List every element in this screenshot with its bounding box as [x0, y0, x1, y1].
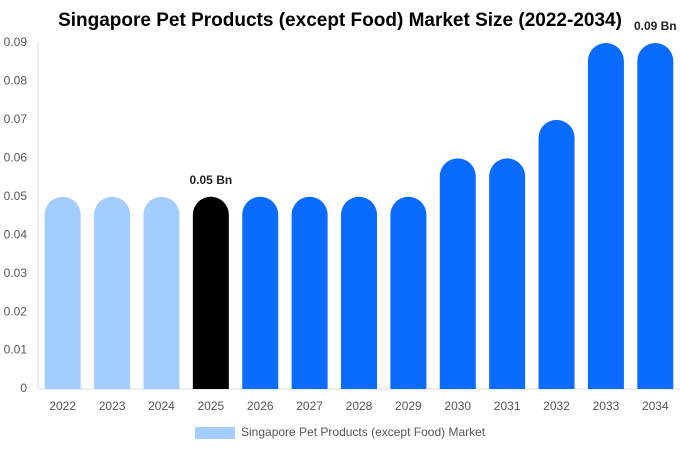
legend-label: Singapore Pet Products (except Food) Mar…	[241, 425, 486, 439]
y-tick-label: 0.08	[4, 74, 28, 88]
x-tick-label: 2022	[49, 399, 76, 413]
y-tick-label: 0.01	[4, 343, 28, 357]
legend-swatch	[195, 427, 235, 439]
x-tick-label: 2034	[642, 399, 669, 413]
bar	[44, 196, 81, 389]
bar	[143, 196, 180, 389]
bar	[489, 158, 526, 389]
x-tick-label: 2027	[296, 399, 323, 413]
y-tick-label: 0.03	[4, 266, 28, 280]
x-tick-label: 2033	[593, 399, 620, 413]
x-tick-label: 2029	[395, 399, 422, 413]
x-tick-label: 2030	[444, 399, 471, 413]
x-tick-label: 2028	[346, 399, 373, 413]
bar	[439, 158, 476, 389]
y-tick-label: 0.07	[4, 112, 28, 126]
bar	[242, 196, 279, 389]
value-label: 0.09 Bn	[634, 19, 677, 33]
y-tick-label: 0.09	[4, 35, 28, 49]
y-tick-label: 0	[20, 381, 27, 395]
bar	[538, 119, 575, 389]
x-tick-label: 2024	[148, 399, 175, 413]
chart-title: Singapore Pet Products (except Food) Mar…	[58, 10, 622, 31]
y-tick-label: 0.02	[4, 304, 28, 318]
x-tick-label: 2032	[543, 399, 570, 413]
x-tick-label: 2031	[494, 399, 521, 413]
x-tick-label: 2025	[197, 399, 224, 413]
y-tick-label: 0.06	[4, 151, 28, 165]
bar	[341, 196, 377, 389]
bar	[637, 43, 674, 389]
x-tick-label: 2023	[99, 399, 126, 413]
y-tick-label: 0.05	[4, 189, 28, 203]
bar	[94, 196, 131, 389]
value-label: 0.05 Bn	[190, 173, 233, 187]
bar	[192, 196, 229, 389]
x-tick-label: 2026	[247, 399, 274, 413]
bar	[587, 43, 624, 389]
bar	[291, 196, 328, 389]
y-tick-label: 0.04	[4, 227, 28, 241]
bar	[390, 196, 427, 389]
